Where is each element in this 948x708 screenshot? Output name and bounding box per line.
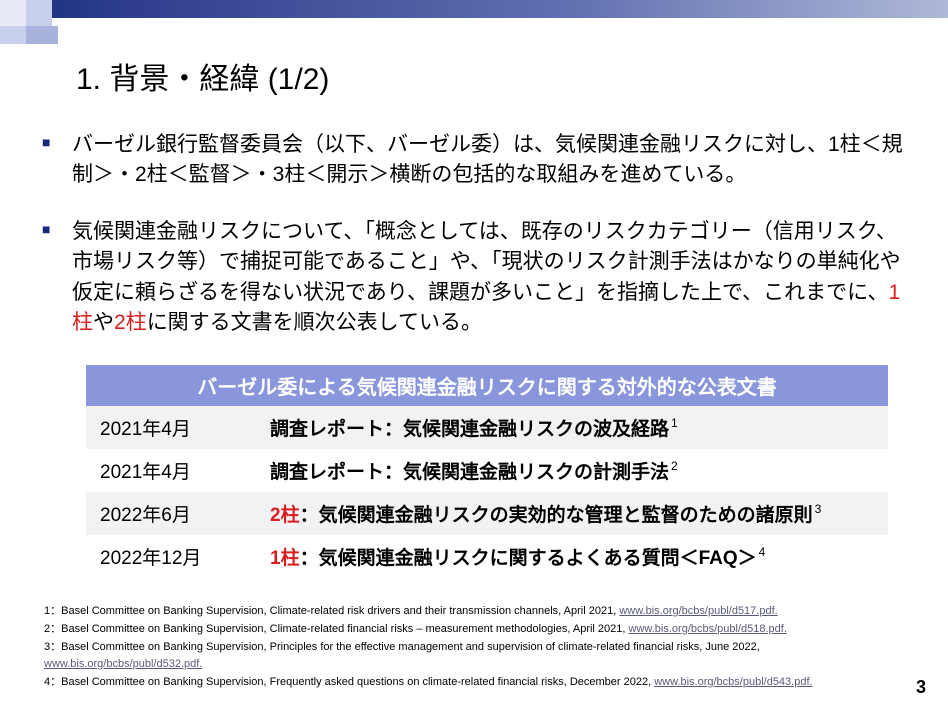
table-desc: 2柱：気候関連金融リスクの実効的な管理と監督のための諸原則3 [256, 492, 888, 535]
bullet-item: 気候関連金融リスクについて、「概念としては、既存のリスクカテゴリー（信用リスク、… [38, 217, 910, 339]
pillar-red: 2柱 [114, 311, 147, 334]
table-date: 2021年4月 [86, 406, 256, 449]
footnote-item: 1：Basel Committee on Banking Supervision… [44, 603, 904, 620]
table-header: バーゼル委による気候関連金融リスクに関する対外的な公表文書 [86, 365, 888, 406]
footnotes: 1：Basel Committee on Banking Supervision… [44, 603, 904, 692]
footnote-ref: 4 [759, 545, 766, 559]
footnote-link[interactable]: www.bis.org/bcbs/publ/d532.pdf. [44, 658, 202, 670]
publications-table: バーゼル委による気候関連金融リスクに関する対外的な公表文書 2021年4月 調査… [86, 365, 888, 578]
bullet-list: バーゼル銀行監督委員会（以下、バーゼル委）は、気候関連金融リスクに対し、1柱＜規… [38, 130, 910, 339]
bullet-text-mid: や [93, 311, 114, 334]
table-desc: 調査レポート：気候関連金融リスクの計測手法2 [256, 449, 888, 492]
pillar-red: 2柱 [270, 505, 300, 526]
footnote-item: 3：Basel Committee on Banking Supervision… [44, 639, 904, 673]
bullet-text: バーゼル銀行監督委員会（以下、バーゼル委）は、気候関連金融リスクに対し、1柱＜規… [72, 133, 903, 186]
bullet-item: バーゼル銀行監督委員会（以下、バーゼル委）は、気候関連金融リスクに対し、1柱＜規… [38, 130, 910, 191]
table-date: 2021年4月 [86, 449, 256, 492]
pillar-red: 1柱 [270, 548, 300, 569]
bullet-text-pre: 気候関連金融リスクについて、「概念としては、既存のリスクカテゴリー（信用リスク、… [72, 220, 901, 304]
table-desc: 1柱：気候関連金融リスクに関するよくある質問＜FAQ＞4 [256, 535, 888, 578]
table-date: 2022年6月 [86, 492, 256, 535]
bullet-text-post: に関する文書を順次公表している。 [147, 311, 482, 334]
slide-content: 1. 背景・経緯 (1/2) バーゼル銀行監督委員会（以下、バーゼル委）は、気候… [0, 0, 948, 578]
table-row: 2022年12月 1柱：気候関連金融リスクに関するよくある質問＜FAQ＞4 [86, 535, 888, 578]
table-row: 2022年6月 2柱：気候関連金融リスクの実効的な管理と監督のための諸原則3 [86, 492, 888, 535]
footnote-ref: 1 [671, 416, 678, 430]
footnote-link[interactable]: www.bis.org/bcbs/publ/d518.pdf. [629, 623, 787, 635]
table-row: 2021年4月 調査レポート：気候関連金融リスクの波及経路1 [86, 406, 888, 449]
footnote-link[interactable]: www.bis.org/bcbs/publ/d517.pdf. [619, 605, 777, 617]
slide-title: 1. 背景・経緯 (1/2) [76, 54, 910, 98]
footnote-ref: 2 [671, 459, 678, 473]
footnote-item: 2：Basel Committee on Banking Supervision… [44, 621, 904, 638]
footnote-item: 4：Basel Committee on Banking Supervision… [44, 674, 904, 691]
table-desc: 調査レポート：気候関連金融リスクの波及経路1 [256, 406, 888, 449]
footnote-link[interactable]: www.bis.org/bcbs/publ/d543.pdf. [654, 676, 812, 688]
table-date: 2022年12月 [86, 535, 256, 578]
table-row: 2021年4月 調査レポート：気候関連金融リスクの計測手法2 [86, 449, 888, 492]
page-number: 3 [916, 677, 926, 698]
footnote-ref: 3 [815, 502, 822, 516]
